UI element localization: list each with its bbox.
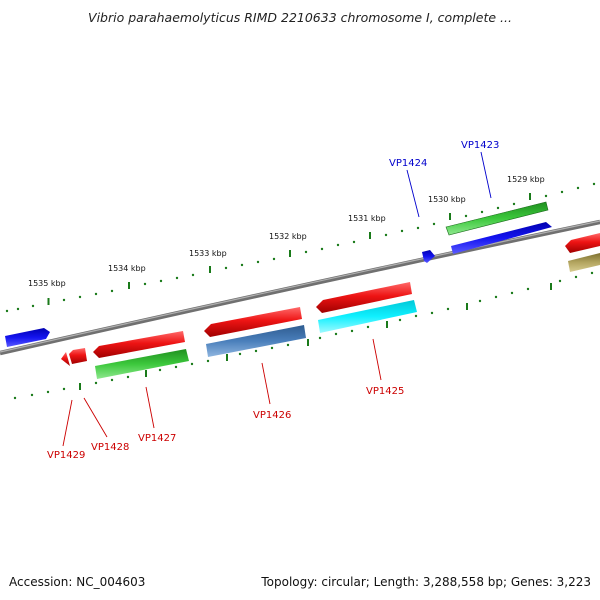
gene-vp1427-arrow[interactable]: [93, 331, 185, 358]
gene-vp1426-cds[interactable]: [206, 325, 306, 357]
upper-ruler: [5, 182, 596, 313]
gene-label-vp1425[interactable]: VP1425: [366, 386, 404, 397]
map-title: Vibrio parahaemolyticus RIMD 2210633 chr…: [88, 10, 512, 25]
gene-vp1429-arrow[interactable]: [61, 352, 70, 366]
ruler-label-1535: 1535 kbp: [28, 279, 66, 288]
chromosome-backbone-highlight: [0, 220, 600, 353]
gene-vp1425-cds[interactable]: [318, 300, 417, 333]
ruler-label-1532: 1532 kbp: [269, 232, 307, 241]
gene-label-vp1424[interactable]: VP1424: [389, 158, 427, 169]
chromosome-backbone: [0, 219, 600, 356]
gene-left-blue-arrow[interactable]: [5, 328, 50, 347]
accession-label: Accession: NC_004603: [9, 575, 146, 589]
gene-label-vp1429[interactable]: VP1429: [47, 450, 85, 461]
gene-label-vp1427[interactable]: VP1427: [138, 433, 176, 444]
gene-right-olive-arrow[interactable]: [568, 253, 600, 272]
ruler-label-1529: 1529 kbp: [507, 175, 545, 184]
gene-label-vp1423[interactable]: VP1423: [461, 140, 499, 151]
gene-vp1427-cds[interactable]: [95, 349, 189, 379]
gene-vp1428-arrow[interactable]: [69, 348, 87, 364]
gene-vp1426-arrow[interactable]: [204, 307, 302, 337]
gene-vp1424-arrow[interactable]: [422, 250, 435, 263]
ruler-label-1530: 1530 kbp: [428, 195, 466, 204]
gene-vp1423-cds[interactable]: [451, 222, 552, 254]
lower-ruler: [13, 271, 594, 400]
ruler-label-1531: 1531 kbp: [348, 214, 386, 223]
ruler-label-1533: 1533 kbp: [189, 249, 227, 258]
gene-vp1423-arrow[interactable]: [445, 201, 549, 236]
ruler-label-1534: 1534 kbp: [108, 264, 146, 273]
gene-label-vp1428[interactable]: VP1428: [91, 442, 129, 453]
gene-label-vp1426[interactable]: VP1426: [253, 410, 291, 421]
gene-right-red-arrow[interactable]: [565, 233, 600, 253]
genome-summary: Topology: circular; Length: 3,288,558 bp…: [261, 575, 591, 589]
gene-vp1425-arrow[interactable]: [316, 282, 412, 313]
